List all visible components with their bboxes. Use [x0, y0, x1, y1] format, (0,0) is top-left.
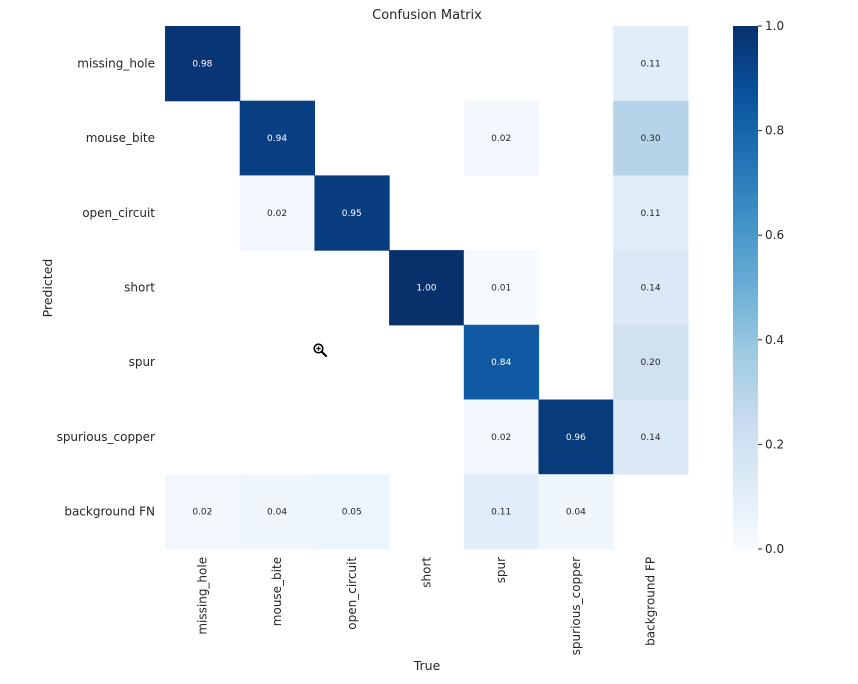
heatmap-cell-label: 0.94: [267, 134, 287, 144]
x-tick-label: spur: [494, 557, 508, 583]
colorbar-tick-label: 0.2: [765, 437, 784, 451]
colorbar-tick-label: 0.0: [765, 542, 784, 556]
y-tick-label: background FN: [64, 505, 155, 519]
y-tick-label: spurious_copper: [57, 430, 155, 444]
heatmap-cell-label: 0.11: [641, 59, 661, 69]
heatmap-cell-label: 0.05: [342, 508, 362, 518]
y-tick-label: missing_hole: [77, 56, 155, 70]
heatmap-cell: [538, 399, 614, 475]
x-tick-label: open_circuit: [345, 557, 359, 630]
colorbar-tick-label: 1.0: [765, 19, 784, 33]
heatmap-cell: [613, 100, 689, 176]
heatmap-cell-label: 0.14: [641, 433, 661, 443]
heatmap-cell: [463, 100, 540, 176]
colorbar-tick-label: 0.6: [765, 228, 784, 242]
colorbar-ticks: 0.0 0.2 0.4 0.6 0.8 1.0: [758, 19, 784, 556]
y-tick-label: open_circuit: [82, 206, 155, 220]
heatmap-cell: [613, 175, 689, 251]
heatmap-cell-label: 1.00: [416, 283, 436, 293]
heatmap-cell-label: 0.02: [267, 209, 287, 219]
chart-title: Confusion Matrix: [372, 8, 482, 23]
heatmap-cell-label: 0.11: [491, 508, 511, 518]
heatmap-cell: [463, 324, 540, 401]
heatmap-cell-label: 0.02: [192, 508, 212, 518]
heatmap-cell: [463, 474, 540, 550]
heatmap-cell-label: 0.30: [641, 134, 661, 144]
colorbar: [733, 26, 758, 549]
y-tick-label: mouse_bite: [86, 131, 155, 145]
heatmap-cell-label: 0.01: [491, 283, 511, 293]
x-tick-label: short: [419, 557, 433, 588]
heatmap-cell-label: 0.04: [566, 508, 586, 518]
colorbar-tick-label: 0.8: [765, 124, 784, 138]
heatmap-cell-label: 0.96: [566, 433, 586, 443]
x-axis-ticks: missing_hole mouse_bite open_circuit short s…: [195, 557, 657, 656]
heatmap-cell: [165, 26, 241, 102]
zoom-in-cursor-icon: [313, 343, 327, 357]
heatmap-cell: [239, 175, 315, 251]
heatmap-cell: [239, 474, 315, 550]
heatmap-cell: [463, 250, 540, 326]
heatmap-cell-label: 0.04: [267, 508, 287, 518]
heatmap-cell: [613, 250, 689, 326]
heatmap-cell: [314, 175, 390, 251]
heatmap-cell: [463, 399, 540, 475]
heatmap-cell-label: 0.20: [641, 358, 661, 368]
x-tick-label: mouse_bite: [270, 557, 284, 626]
heatmap-cell-label: 0.84: [491, 358, 511, 368]
heatmap-cell: [613, 324, 689, 401]
y-tick-label: short: [124, 280, 155, 294]
heatmap-cell-label: 0.11: [641, 209, 661, 219]
heatmap-cell-label: 0.14: [641, 283, 661, 293]
heatmap-cell: [389, 250, 465, 326]
heatmap-cell: [613, 26, 689, 102]
heatmap-cell-label: 0.98: [192, 59, 212, 69]
heatmap-cell: [538, 474, 614, 550]
x-tick-label: missing_hole: [195, 557, 209, 635]
heatmap-cell: [239, 100, 315, 176]
x-tick-label: spurious_copper: [569, 557, 583, 655]
heatmap-cell-label: 0.02: [491, 433, 511, 443]
colorbar-tick-label: 0.4: [765, 333, 784, 347]
heatmap-cell: [613, 399, 689, 475]
heatmap-cell: [314, 474, 390, 550]
heatmap-cell-label: 0.95: [342, 209, 362, 219]
heatmap-cell-label: 0.02: [491, 134, 511, 144]
x-tick-label: background FP: [644, 557, 658, 646]
heatmap-cells: [165, 26, 689, 550]
y-axis-label: Predicted: [40, 259, 55, 318]
heatmap-cell: [165, 474, 241, 550]
heatmap-cell-labels: 0.98 0.11 0.94 0.02 0.30 0.02 0.95 0.11 1.00 0.01…: [192, 59, 661, 517]
y-tick-label: spur: [129, 355, 155, 369]
x-axis-label: True: [413, 658, 441, 673]
